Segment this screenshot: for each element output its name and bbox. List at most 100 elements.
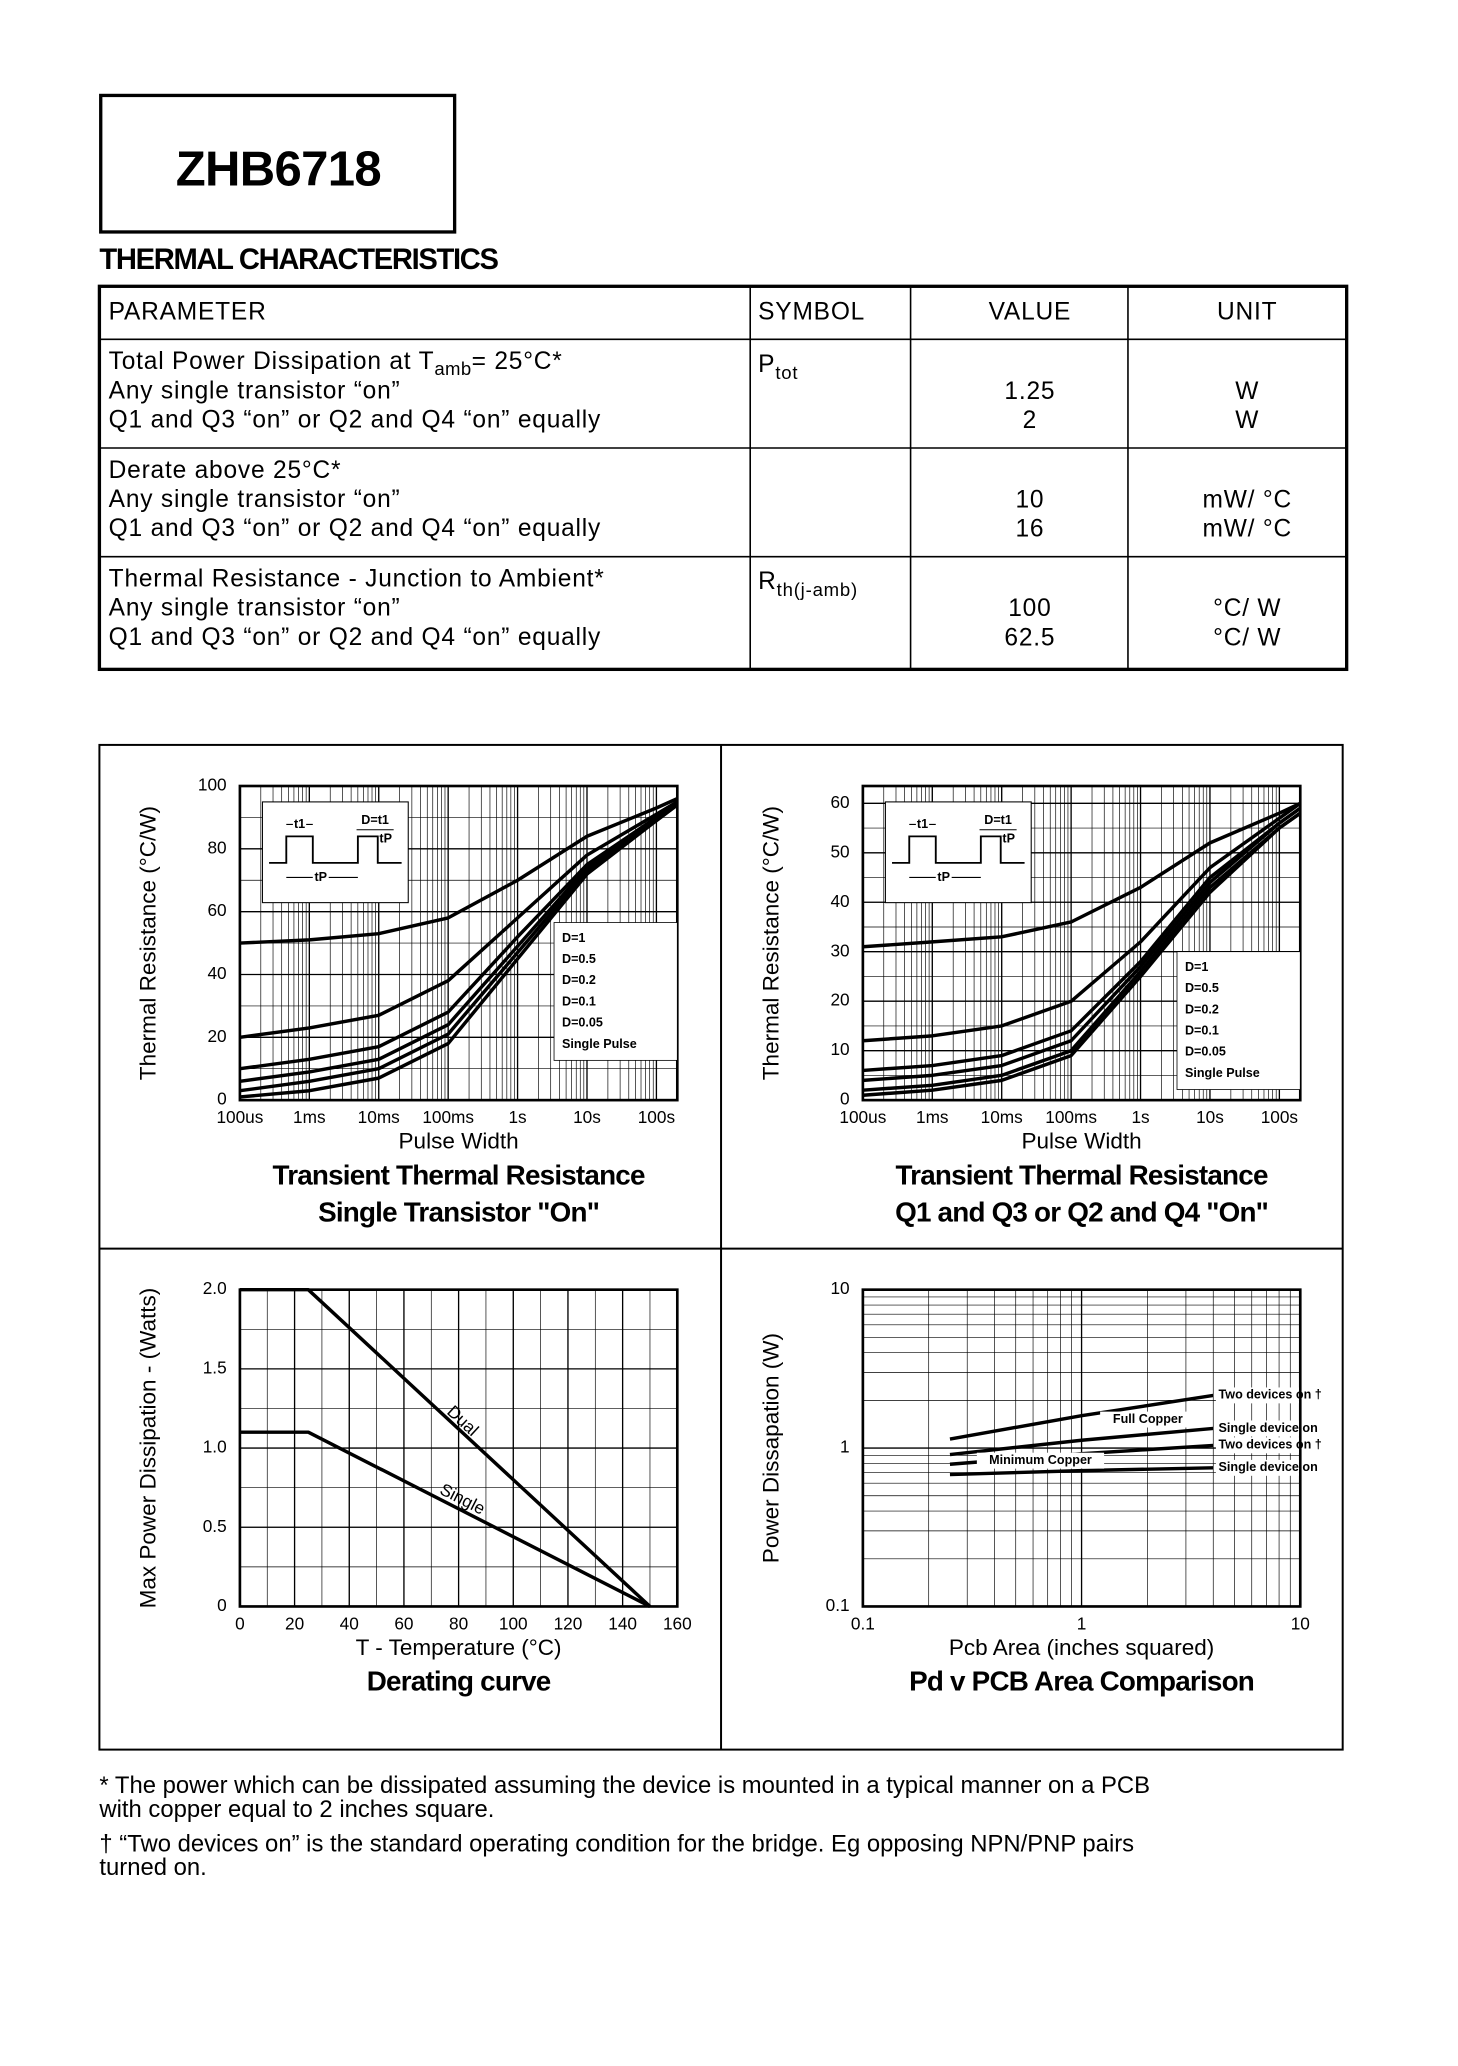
value: 62.5 [1004, 624, 1055, 651]
parameter-part: = 25°C* [472, 349, 563, 376]
inset-label: tP [314, 870, 327, 884]
legend-bg [1215, 1437, 1299, 1454]
inset-waveform [269, 835, 402, 864]
x-tick-label: 100s [1261, 1107, 1298, 1127]
series-line [239, 803, 679, 1099]
x-tick-label: 10s [573, 1107, 601, 1127]
legend-label: D=0.05 [562, 1016, 603, 1030]
x-tick-label: 100us [839, 1107, 886, 1127]
x-axis-label: Pcb Area (inches squared) [949, 1635, 1214, 1660]
inset-label-bg [292, 817, 307, 832]
legend-label: D=0.05 [1185, 1045, 1226, 1059]
subscript: amb [434, 358, 471, 379]
unit: W [1235, 407, 1259, 434]
parameter-part: Q1 and Q3 “on” or Q2 and Q4 “on” equally [109, 516, 601, 543]
parameter-text: Q1 and Q3 “on” or Q2 and Q4 “on” equally [109, 624, 601, 651]
x-tick-label: 1s [508, 1107, 526, 1127]
series-line [862, 811, 1302, 1097]
legend-label: D=0.2 [1185, 1002, 1219, 1016]
legend-label: D=0.1 [562, 994, 596, 1008]
parameter-text: Any single transistor “on” [109, 595, 401, 622]
x-tick-label: 1s [1131, 1107, 1149, 1127]
symbol: Ptot [758, 351, 798, 382]
footnote: * The power which can be dissipated assu… [99, 1772, 1150, 1799]
annotation: Minimum Copper [989, 1453, 1092, 1467]
y-axis-label: Power Dissapation (W) [759, 1333, 784, 1563]
x-tick-label: 20 [285, 1614, 304, 1634]
plot-border [861, 784, 1302, 1102]
footnote: with copper equal to 2 inches square. [98, 1796, 494, 1823]
parameter-part: Thermal Resistance - Junction to Ambient… [109, 566, 605, 593]
y-tick-label: 0 [217, 1595, 227, 1615]
inset-label: t1 [917, 817, 928, 831]
y-tick-label: 60 [207, 900, 226, 920]
series-line [862, 806, 1302, 1083]
y-tick-label: 60 [830, 792, 849, 812]
inset-label: tP [937, 870, 950, 884]
parameter-part: Any single transistor “on” [109, 595, 401, 622]
part-number: ZHB6718 [176, 142, 381, 196]
legend-label: D=0.5 [1185, 981, 1219, 995]
legend-bg [1215, 1459, 1299, 1476]
inset-label: D=t1 [361, 813, 389, 827]
series-line [862, 801, 1302, 1043]
parameter-text: Any single transistor “on” [109, 378, 401, 405]
parameter-text: Derate above 25°C* [109, 457, 342, 484]
legend-label: Single device on [1219, 1421, 1318, 1435]
x-tick-label: 10ms [981, 1107, 1023, 1127]
annotation-bg [1100, 1411, 1196, 1428]
inset-label: tP [379, 831, 392, 845]
section-title: THERMAL CHARACTERISTICS [99, 244, 498, 276]
subscript: tot [775, 362, 798, 383]
series-line [949, 1393, 1214, 1441]
x-tick-label: 1ms [916, 1107, 949, 1127]
chart-title: Q1 and Q3 or Q2 and Q4 "On" [895, 1196, 1268, 1227]
annotation: Full Copper [1113, 1412, 1183, 1426]
parameter-part: Q1 and Q3 “on” or Q2 and Q4 “on” equally [109, 624, 601, 651]
x-axis-label: Pulse Width [399, 1129, 519, 1154]
subscript: th(j-amb) [777, 579, 858, 600]
parameter-text: Q1 and Q3 “on” or Q2 and Q4 “on” equally [109, 407, 601, 434]
x-tick-label: 140 [608, 1614, 637, 1634]
footnote: † “Two devices on” is the standard opera… [99, 1830, 1134, 1857]
table-header: PARAMETER [109, 298, 267, 325]
inset-label-bg [312, 870, 329, 885]
x-tick-label: 0 [235, 1614, 245, 1634]
series-line [239, 800, 679, 1084]
annotation-bg [976, 1452, 1105, 1469]
x-tick-label: 0.1 [851, 1614, 875, 1634]
y-tick-label: 20 [207, 1026, 226, 1046]
chart-title: Derating curve [367, 1666, 551, 1697]
symbol-part: P [758, 351, 775, 378]
x-tick-label: 80 [449, 1614, 468, 1634]
legend-label: Single device on [1219, 1460, 1318, 1474]
legend-label: D=1 [562, 931, 585, 945]
series-line [239, 1430, 651, 1608]
x-axis-label: Pulse Width [1022, 1129, 1142, 1154]
parameter-part: Q1 and Q3 “on” or Q2 and Q4 “on” equally [109, 407, 601, 434]
table-header: UNIT [1217, 298, 1277, 325]
parameter-text: Total Power Dissipation at Tamb= 25°C* [109, 349, 563, 379]
y-axis-label: Thermal Resistance (°C/W) [759, 806, 784, 1080]
legend-label: D=0.5 [562, 952, 596, 966]
chart-title: Single Transistor "On" [318, 1196, 599, 1227]
unit: °C/ W [1213, 624, 1281, 651]
value: 1.25 [1004, 378, 1055, 405]
legend-label: Single Pulse [1185, 1066, 1260, 1080]
legend-label: Two devices on † [1219, 1388, 1322, 1402]
series-line [239, 1287, 652, 1608]
inset-label-bg [915, 817, 930, 832]
legend-label: D=0.1 [1185, 1024, 1219, 1038]
y-tick-label: 10 [830, 1278, 849, 1298]
x-tick-label: 60 [394, 1614, 413, 1634]
symbol: Rth(j-amb) [758, 569, 858, 600]
x-tick-label: 10 [1291, 1614, 1310, 1634]
x-tick-label: 10s [1196, 1107, 1224, 1127]
table-header: VALUE [989, 298, 1072, 325]
value: 16 [1015, 516, 1044, 543]
legend-box [553, 922, 678, 1061]
part-number-box [99, 93, 457, 234]
inset-waveform [892, 835, 1025, 864]
x-tick-label: 10ms [358, 1107, 400, 1127]
